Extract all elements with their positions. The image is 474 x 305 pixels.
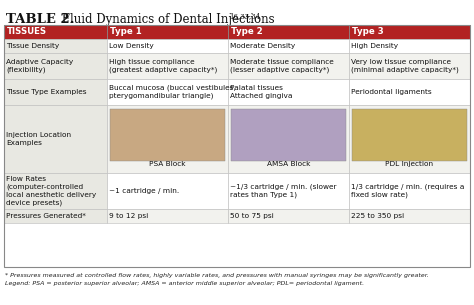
Text: PDL Injection: PDL Injection xyxy=(385,161,434,167)
Bar xyxy=(349,105,470,173)
Text: High Density: High Density xyxy=(351,43,399,49)
Text: Pressures Generated*: Pressures Generated* xyxy=(7,213,86,219)
Bar xyxy=(4,79,107,105)
Bar xyxy=(228,209,349,223)
Bar xyxy=(4,53,107,79)
Text: ~1/3 cartridge / min. (slower
rates than Type 1): ~1/3 cartridge / min. (slower rates than… xyxy=(230,184,337,198)
Bar xyxy=(228,39,349,53)
Text: ~1 cartridge / min.: ~1 cartridge / min. xyxy=(109,188,179,194)
Text: Legend: PSA = posterior superior alveolar; AMSA = anterior middle superior alveo: Legend: PSA = posterior superior alveola… xyxy=(5,281,364,286)
Bar xyxy=(349,209,470,223)
Text: Buccal mucosa (buccal vestibules,
pterygomandibular triangle): Buccal mucosa (buccal vestibules, pteryg… xyxy=(109,85,236,99)
Bar xyxy=(228,53,349,79)
Bar xyxy=(4,209,107,223)
Text: Tissue Density: Tissue Density xyxy=(7,43,60,49)
Text: 50 to 75 psi: 50 to 75 psi xyxy=(230,213,274,219)
Text: PSA Block: PSA Block xyxy=(149,161,185,167)
Bar xyxy=(349,39,470,53)
Bar xyxy=(4,173,107,209)
Bar xyxy=(4,25,470,267)
Text: 225 to 350 psi: 225 to 350 psi xyxy=(351,213,404,219)
Bar xyxy=(349,53,470,79)
Text: Palatal tissues
Attached gingiva: Palatal tissues Attached gingiva xyxy=(230,85,292,99)
Text: 1/3 cartridge / min. (requires a
fixed slow rate): 1/3 cartridge / min. (requires a fixed s… xyxy=(351,184,465,198)
Text: High tissue compliance
(greatest adaptive capacity*): High tissue compliance (greatest adaptiv… xyxy=(109,59,218,73)
Text: TABLE 2.: TABLE 2. xyxy=(6,13,74,26)
Text: Type 1: Type 1 xyxy=(109,27,141,37)
Bar xyxy=(107,53,228,79)
Bar xyxy=(107,105,228,173)
Bar xyxy=(4,105,107,173)
Bar xyxy=(107,209,228,223)
Text: Flow Rates
(computer-controlled
local anesthetic delivery
device presets): Flow Rates (computer-controlled local an… xyxy=(7,176,97,206)
Text: Adaptive Capacity
(flexibility): Adaptive Capacity (flexibility) xyxy=(7,59,74,73)
Text: Type 3: Type 3 xyxy=(352,27,383,37)
Bar xyxy=(107,39,228,53)
Text: Low Density: Low Density xyxy=(109,43,154,49)
Bar xyxy=(228,105,349,173)
Bar xyxy=(352,109,467,161)
Text: Moderate Density: Moderate Density xyxy=(230,43,295,49)
Bar xyxy=(349,25,470,39)
Bar xyxy=(231,109,346,161)
Text: Very low tissue compliance
(minimal adaptive capacity*): Very low tissue compliance (minimal adap… xyxy=(351,59,459,73)
Text: Fluid Dynamics of Dental Injections: Fluid Dynamics of Dental Injections xyxy=(58,13,274,26)
Bar xyxy=(349,173,470,209)
Text: Periodontal ligaments: Periodontal ligaments xyxy=(351,89,432,95)
Text: TISSUES: TISSUES xyxy=(7,27,47,37)
Bar xyxy=(349,79,470,105)
Text: * Pressures measured at controlled flow rates, highly variable rates, and pressu: * Pressures measured at controlled flow … xyxy=(5,273,429,278)
Bar xyxy=(107,173,228,209)
Bar xyxy=(228,173,349,209)
Bar xyxy=(4,39,107,53)
Bar xyxy=(109,109,225,161)
Bar xyxy=(107,25,228,39)
Text: Injection Location
Examples: Injection Location Examples xyxy=(7,132,72,146)
Text: 16,33,34: 16,33,34 xyxy=(229,12,260,20)
Bar xyxy=(107,79,228,105)
Bar xyxy=(228,25,349,39)
Text: AMSA Block: AMSA Block xyxy=(266,161,310,167)
Bar xyxy=(4,25,107,39)
Bar xyxy=(228,79,349,105)
Text: Tissue Type Examples: Tissue Type Examples xyxy=(7,89,87,95)
Text: 9 to 12 psi: 9 to 12 psi xyxy=(109,213,148,219)
Text: Type 2: Type 2 xyxy=(231,27,263,37)
Text: Moderate tissue compliance
(lesser adaptive capacity*): Moderate tissue compliance (lesser adapt… xyxy=(230,59,334,73)
